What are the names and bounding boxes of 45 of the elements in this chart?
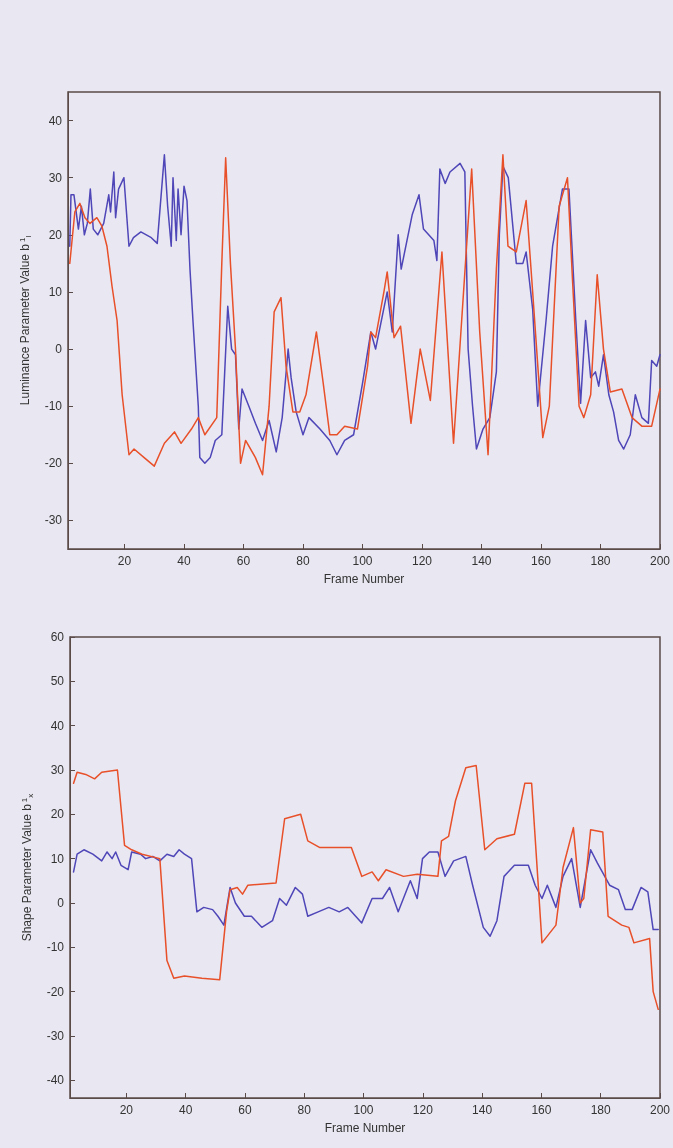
x-tick-label: 60 (238, 1103, 252, 1117)
y-tick-label: -40 (46, 1073, 65, 1088)
y-axis-title: Shape Parameter Value b1x (19, 793, 35, 942)
x-tick-label: 140 (471, 554, 492, 568)
x-tick-label: 180 (590, 1103, 612, 1117)
x-tick-label: 20 (117, 554, 132, 568)
x-tick-label: 100 (352, 554, 373, 568)
x-tick-label: 40 (177, 554, 192, 568)
x-tick-label: 100 (353, 1103, 374, 1117)
y-tick-label: 10 (50, 851, 65, 866)
x-axis-title: Frame Number (324, 1121, 406, 1135)
y-axis-title: Luminance Parameter Value b1l (17, 235, 33, 406)
y-tick-label: -20 (46, 984, 65, 999)
y-tick-label: 50 (50, 674, 65, 689)
x-tick-label: 180 (590, 554, 611, 568)
x-tick-label: 80 (296, 554, 310, 568)
line-series (72, 849, 659, 937)
y-tick-label: -20 (44, 456, 63, 471)
y-tick-label: 0 (57, 895, 65, 910)
x-tick-label: 120 (412, 1103, 434, 1117)
y-tick-label: 20 (48, 227, 63, 242)
y-tick-label: 30 (48, 170, 63, 185)
x-tick-label: 80 (297, 1103, 312, 1117)
y-tick-label: 40 (50, 718, 65, 733)
x-axis-title: Frame Number (323, 572, 405, 586)
x-tick-label: 200 (649, 554, 671, 568)
x-tick-label: 200 (649, 1103, 671, 1117)
y-tick-label: -10 (46, 940, 65, 955)
x-tick-label: 60 (236, 554, 251, 568)
y-tick-label: 60 (50, 630, 65, 644)
y-tick-label: 0 (55, 342, 63, 357)
y-tick-label: -30 (46, 1028, 65, 1043)
y-tick-label: 20 (50, 807, 65, 822)
x-tick-label: 40 (178, 1103, 193, 1117)
x-tick-label: 140 (472, 1103, 493, 1117)
x-tick-label: 120 (411, 554, 433, 568)
y-tick-label: 30 (50, 762, 65, 777)
y-tick-label: 40 (48, 113, 63, 128)
x-tick-label: 160 (531, 1103, 552, 1117)
y-tick-label: -10 (44, 399, 63, 414)
x-tick-label: 20 (119, 1103, 134, 1117)
y-tick-label: -30 (44, 513, 63, 528)
x-tick-label: 160 (530, 554, 552, 568)
y-tick-label: 10 (48, 284, 63, 299)
line-series (72, 764, 659, 1011)
